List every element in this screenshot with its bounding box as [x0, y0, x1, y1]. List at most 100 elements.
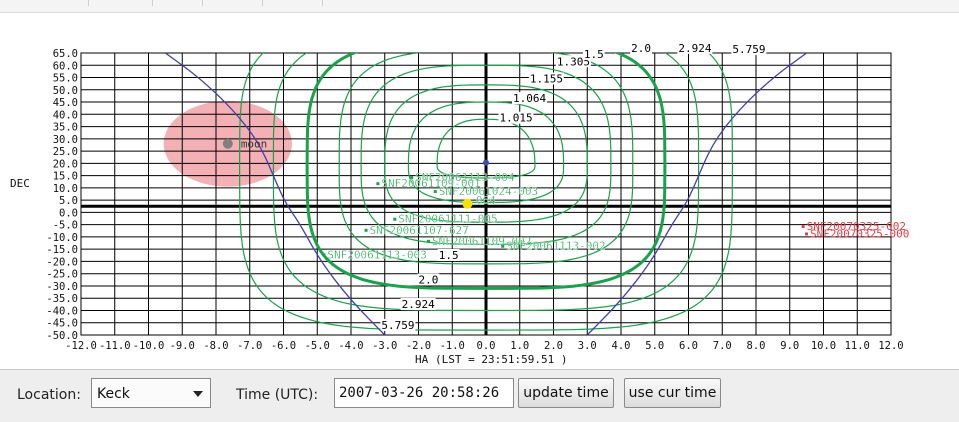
x-tick-label: 10.0 [811, 340, 836, 352]
airmass-label-bg [400, 298, 436, 311]
airmass-label-bg [630, 41, 652, 54]
horizon-curves [164, 53, 808, 335]
target-label: SNF20061113-002 [506, 240, 605, 253]
airmass-contour-1.305 [360, 64, 612, 245]
y-tick-label: 30.0 [53, 134, 78, 146]
target-marker [433, 190, 437, 194]
airmass-label-bg [380, 318, 416, 331]
y-tick-label: 0.0 [59, 207, 78, 219]
y-tick-label: 10.0 [53, 183, 78, 195]
y-tick-label: 65.0 [53, 48, 78, 60]
y-tick-label: -25.0 [46, 269, 78, 281]
update-time-button[interactable]: update time [518, 378, 614, 408]
lst-readout: (LST = 23:51:59.51 ) [435, 353, 567, 366]
x-tick-label: -8.0 [203, 340, 228, 352]
x-tick-label: 2.0 [544, 340, 563, 352]
target-label: SNF20070325-002 [807, 220, 906, 233]
x-tick-label: -6.0 [271, 340, 296, 352]
target-marker [322, 253, 326, 257]
airmass-label-bg [512, 92, 547, 105]
x-tick-label: 11.0 [845, 340, 870, 352]
target-label: SNF20061109-002 [432, 235, 531, 248]
top-toolbar-strip [0, 0, 959, 13]
target-marker [427, 239, 430, 243]
y-axis-label: DEC [10, 177, 30, 190]
y-tick-label: -5.0 [53, 220, 78, 232]
target-marker [410, 176, 414, 180]
airmass-contour-1.015 [436, 118, 536, 179]
airmass-label: 5.759 [732, 43, 765, 56]
airmass-label-bg [731, 43, 767, 55]
y-tick-label: 45.0 [53, 97, 78, 109]
y-tick-labels: 65.060.055.050.045.040.035.030.025.020.0… [46, 48, 78, 342]
target-label: SNF20061111-005 [398, 213, 497, 226]
horizon-curve-right [586, 53, 808, 335]
target-label: SNF20061024-003 [439, 185, 538, 198]
airmass-label-bg [498, 111, 534, 124]
x-tick-label: 3.0 [578, 340, 597, 352]
y-tick-label: -50.0 [46, 330, 78, 342]
y-tick-label: 55.0 [53, 73, 78, 85]
y-tick-label: -45.0 [46, 318, 78, 330]
x-tick-label: -5.0 [305, 340, 330, 352]
airmass-label-lower: 2.0 [419, 274, 439, 287]
time-input[interactable] [334, 378, 514, 408]
moon-label: moon [241, 138, 268, 151]
airmass-label: 1.015 [500, 112, 533, 125]
y-tick-label: 50.0 [53, 85, 78, 97]
targets-green: SNF20061113-004SNF20061109-001SNF2006102… [322, 171, 606, 261]
location-select[interactable]: Keck [91, 378, 211, 408]
airmass-label: 2.0 [631, 42, 651, 55]
airmass-label: 1.155 [530, 72, 563, 85]
target-label: SNF20061107-627 [370, 224, 469, 237]
airmass-label-lower: 5.759 [381, 319, 414, 332]
airmass-label-bg [437, 248, 460, 261]
y-tick-label: 20.0 [53, 158, 78, 170]
y-tick-label: 25.0 [53, 146, 78, 158]
target-marker [501, 244, 505, 248]
y-tick-label: 5.0 [59, 195, 78, 207]
target-marker [364, 228, 368, 232]
airmass-label-bg [417, 273, 440, 286]
target-label: SNF20061113-004 [415, 171, 515, 184]
moon-marker [222, 138, 233, 149]
y-tick-label: -20.0 [46, 256, 78, 268]
x-tick-label: 12.0 [878, 340, 903, 352]
y-tick-label: 60.0 [53, 60, 78, 72]
x-tick-label: 9.0 [780, 340, 799, 352]
target-label: SNF20061109-001 [381, 177, 480, 190]
x-tick-label: -11.0 [99, 340, 131, 352]
airmass-contour-5.759 [238, 53, 734, 331]
location-value: Keck [97, 386, 130, 402]
airmass-label-bg [528, 72, 564, 85]
x-tick-label: -3.0 [372, 340, 397, 352]
airmass-label-bg [555, 55, 591, 68]
x-tick-label: 8.0 [747, 340, 766, 352]
airmass-label: 1.305 [557, 55, 590, 68]
target-marker [393, 217, 397, 221]
x-tick-label: 7.0 [713, 340, 732, 352]
target-marker [801, 225, 805, 229]
time-label: Time (UTC): [236, 387, 319, 403]
x-tick-label: -1.0 [440, 340, 465, 352]
y-tick-label: 35.0 [53, 122, 78, 134]
x-tick-label: -4.0 [338, 340, 363, 352]
zenith-marker [483, 159, 489, 166]
x-axis-label: HA [415, 353, 429, 366]
x-tick-label: 4.0 [612, 340, 631, 352]
y-tick-label: -30.0 [46, 281, 78, 293]
airmass-contour-2.924 [272, 53, 700, 312]
x-tick-label: -2.0 [406, 340, 431, 352]
airmass-label: 2.924 [678, 42, 711, 55]
y-tick-label: 15.0 [53, 171, 78, 183]
chevron-down-icon [193, 391, 203, 397]
x-tick-label: -9.0 [170, 340, 195, 352]
location-label: Location: [17, 387, 81, 403]
airmass-label-bg [582, 47, 605, 60]
target-marker [376, 182, 380, 186]
use-cur-time-button[interactable]: use cur time [624, 378, 721, 408]
x-tick-label: -7.0 [237, 340, 262, 352]
airmass-label: 1.5 [584, 48, 604, 61]
